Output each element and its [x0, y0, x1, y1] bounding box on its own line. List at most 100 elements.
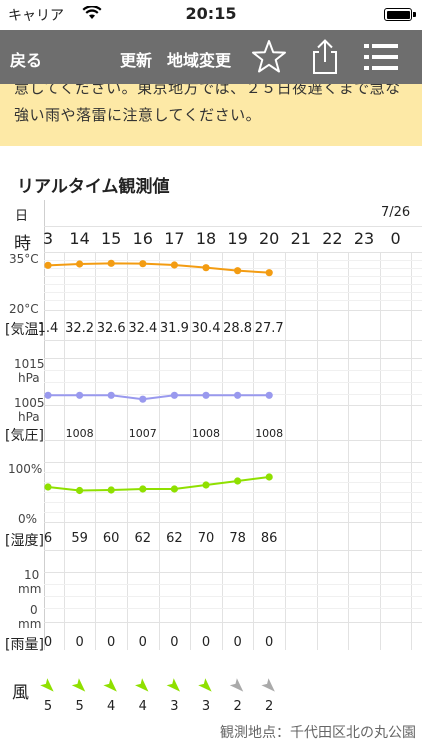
wifi-icon [82, 6, 102, 19]
battery-icon [384, 8, 416, 21]
pressure-point [170, 391, 178, 399]
carrier-name: キャリア [8, 8, 64, 24]
hour-tick-label: 17 [164, 229, 185, 248]
grid-line-h [44, 268, 422, 269]
humidity-label: [湿度] [5, 533, 44, 549]
grid-line-h [44, 462, 422, 463]
grid-line-h [44, 358, 422, 359]
share-icon[interactable] [306, 38, 344, 76]
pressure-point [107, 391, 115, 399]
rain-value: 0 [201, 635, 211, 650]
grid-line-h [44, 596, 422, 597]
grid-line-v [348, 252, 350, 650]
hour-tick-label: 14 [69, 229, 90, 248]
grid-line-v [63, 252, 65, 650]
hour-tick-label: 16 [132, 229, 153, 248]
grid-line-h [44, 550, 422, 551]
grid-line-v [127, 252, 128, 650]
menu-icon[interactable] [362, 38, 400, 76]
grid-line-h [44, 622, 422, 623]
wind-speed-value: 3 [170, 699, 179, 714]
grid-line-h [44, 584, 422, 585]
humidity-value: 6 [43, 531, 53, 546]
hour-tick-label: 3 [42, 229, 54, 248]
grid-line-h [44, 276, 422, 277]
rain-value: 0 [233, 635, 242, 650]
temperature-point [234, 267, 242, 275]
grid-line-v [285, 252, 286, 650]
grid-line-h [44, 382, 422, 383]
humidity-value: 86 [260, 531, 278, 546]
humidity-axis-top: 100% [8, 462, 43, 476]
humidity-value: 70 [197, 531, 215, 546]
pressure-point [44, 391, 52, 399]
wind-direction-icon [198, 678, 212, 692]
temperature-value: 28.8 [223, 321, 253, 336]
grid-line-h [44, 370, 422, 371]
temperature-point [44, 261, 52, 269]
temperature-point [76, 260, 84, 268]
temperature-axis-bottom: 20°C [9, 302, 39, 316]
pressure-axis-top: 1015 [14, 357, 45, 371]
humidity-axis-bottom: 0% [18, 512, 38, 526]
rain-value: 0 [107, 635, 116, 650]
rain-value: 0 [75, 635, 84, 650]
rain-axis-bottom-unit: mm [18, 617, 42, 631]
pressure-axis-bottom: 1005 [14, 396, 45, 410]
wind-speed-value: 2 [233, 699, 242, 714]
hour-tick-label: 18 [195, 229, 217, 248]
temperature-value: 32.4 [128, 321, 158, 336]
temperature-value: 1.4 [37, 321, 59, 336]
weather-alert: 意してください。東京地方では、２５日夜遅くまで急な 強い雨や落雷に注意してくださ… [0, 84, 422, 146]
grid-line-h [44, 440, 422, 441]
pressure-label: [気圧] [5, 428, 44, 444]
rain-axis-top: 10 [24, 568, 40, 582]
wind-direction-icon [40, 678, 54, 692]
grid-line-h [44, 226, 422, 227]
pressure-point [139, 395, 147, 403]
humidity-point [107, 486, 115, 494]
rain-label: [雨量] [5, 637, 44, 653]
pressure-value: 1008 [255, 427, 284, 440]
pressure-point [265, 391, 273, 399]
star-icon[interactable] [250, 38, 288, 76]
change-region-button[interactable]: 地域変更 [167, 51, 232, 70]
observation-chart: 日 7/26 時 35°C 20°C [気温] 1015 hPa 1005 hP… [0, 200, 422, 750]
rain-axis-bottom: 0 [30, 603, 38, 617]
wind-direction-icon [135, 678, 149, 692]
grid-line-v [379, 252, 381, 650]
humidity-point [76, 486, 84, 495]
pressure-line [48, 394, 270, 401]
section-title: リアルタイム観測値 [17, 177, 170, 197]
wind-speed-value: 4 [107, 699, 116, 714]
wind-speed-value: 3 [201, 699, 211, 714]
humidity-value: 62 [166, 531, 183, 546]
wind-speed-value: 4 [138, 699, 147, 714]
wind-speed-value: 2 [265, 699, 274, 714]
alert-text-line: 意してください。東京地方では、２５日夜遅くまで急な [14, 84, 401, 97]
grid-line-h [44, 292, 422, 293]
grid-line-h [44, 260, 422, 261]
temperature-label: [気温] [5, 322, 44, 338]
temperature-value: 30.4 [191, 321, 221, 336]
wind-direction-icon [166, 678, 181, 692]
temperature-point [170, 261, 178, 269]
grid-line-h [44, 608, 422, 609]
humidity-point [234, 477, 242, 485]
grid-line-h [44, 300, 422, 301]
temperature-value: 32.6 [96, 321, 126, 336]
date-label: 7/26 [381, 205, 411, 220]
back-button[interactable]: 戻る [10, 51, 43, 70]
rain-value: 0 [170, 635, 179, 650]
refresh-button[interactable]: 更新 [120, 51, 153, 70]
grid-line-v [95, 252, 97, 650]
day-label: 日 [15, 209, 29, 224]
toolbar: 戻る 更新 地域変更 [0, 30, 422, 84]
grid-line-v [253, 252, 255, 650]
hour-label: 時 [14, 234, 31, 254]
wind-label: 風 [12, 683, 29, 703]
pressure-value: 1008 [65, 427, 94, 440]
hour-tick-label: 22 [322, 229, 343, 248]
grid-line-h [44, 472, 422, 473]
grid-line-h [44, 340, 422, 341]
